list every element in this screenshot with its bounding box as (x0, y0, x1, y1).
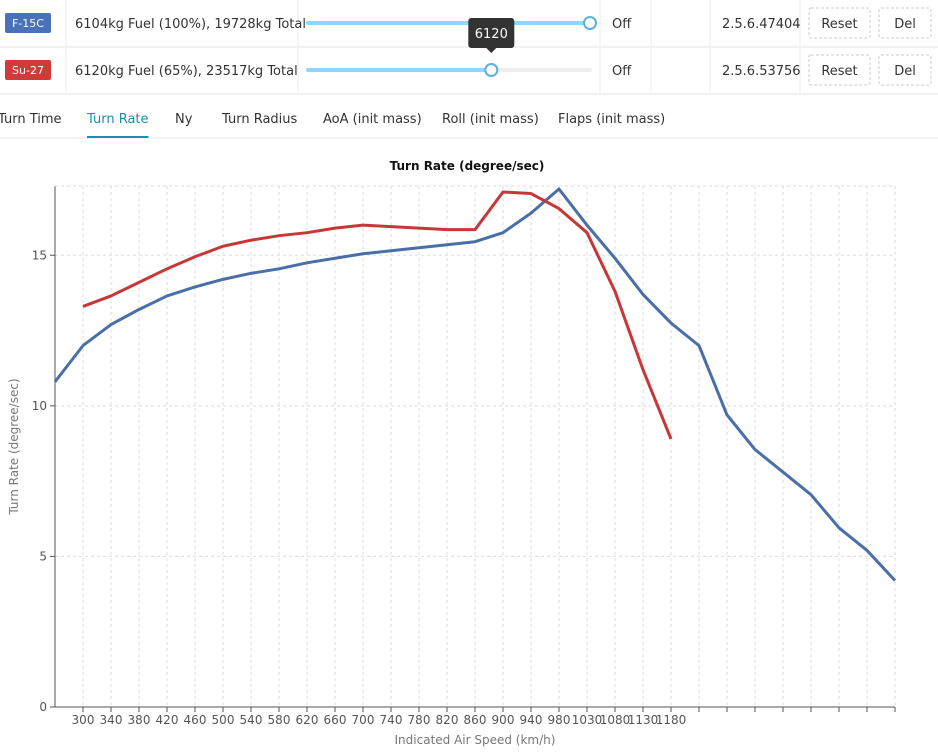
x-tick-label: 900 (492, 713, 515, 727)
badge[interactable] (5, 13, 51, 33)
tab[interactable]: Ny (175, 112, 193, 127)
version: 2.5.6.53756 (722, 64, 801, 79)
badge-label[interactable]: F-15C (12, 17, 44, 30)
delete-button[interactable] (878, 54, 932, 86)
tab[interactable]: Turn Radius (221, 112, 298, 127)
x-tick-label: 660 (324, 713, 347, 727)
x-tick-label: 620 (296, 713, 319, 727)
badge-label[interactable]: Su-27 (12, 64, 44, 77)
tab[interactable]: AoA (init mass) (323, 112, 422, 127)
chart-title: Turn Rate (degree/sec) (390, 159, 545, 173)
mode: Off (612, 17, 632, 32)
x-tick-label: 980 (548, 713, 571, 727)
x-tick-label: 1080 (600, 713, 631, 727)
reset-button[interactable] (808, 54, 871, 86)
tab[interactable]: Turn Rate (86, 112, 149, 127)
series-line (82, 190, 673, 440)
x-tick-label: 380 (128, 713, 151, 727)
tab[interactable]: Turn Time (0, 112, 62, 127)
tooltip-arrow (486, 48, 497, 53)
reset-button[interactable] (808, 7, 871, 39)
x-tick-label: 1180 (656, 713, 687, 727)
y-axis-label: Turn Rate (degree/sec) (7, 378, 21, 515)
x-axis-label: Indicated Air Speed (km/h) (395, 733, 556, 747)
series-line (53, 187, 897, 582)
x-tick-label: 700 (352, 713, 375, 727)
slider-handle[interactable] (484, 63, 499, 77)
delete-label[interactable]: Del (894, 17, 916, 32)
y-tick-label: 5 (39, 549, 47, 563)
reset-label[interactable]: Reset (821, 17, 857, 32)
tooltip-text: 6120 (475, 27, 508, 42)
x-tick-label: 460 (184, 713, 207, 727)
version: 2.5.6.47404 (722, 17, 801, 32)
x-tick-label: 420 (156, 713, 179, 727)
x-tick-label: 780 (408, 713, 431, 727)
tab[interactable]: Flaps (init mass) (558, 112, 665, 127)
y-tick-label: 0 (39, 700, 47, 714)
x-tick-label: 820 (436, 713, 459, 727)
description: 6120kg Fuel (65%), 23517kg Total (75, 64, 298, 79)
x-tick-label: 340 (100, 713, 123, 727)
x-tick-label: 740 (380, 713, 403, 727)
y-tick-label: 15 (32, 248, 47, 262)
tooltip (468, 18, 515, 48)
x-tick-label: 300 (72, 713, 95, 727)
x-tick-label: 940 (520, 713, 543, 727)
x-tick-label: 860 (464, 713, 487, 727)
x-tick-label: 500 (212, 713, 235, 727)
x-tick-label: 540 (240, 713, 263, 727)
delete-label[interactable]: Del (894, 64, 916, 79)
x-tick-label: 1130 (628, 713, 659, 727)
mode: Off (612, 64, 632, 79)
badge[interactable] (5, 60, 51, 80)
tab[interactable]: Roll (init mass) (442, 112, 539, 127)
reset-label[interactable]: Reset (821, 64, 857, 79)
y-tick-label: 10 (32, 399, 47, 413)
description: 6104kg Fuel (100%), 19728kg Total (75, 17, 306, 32)
x-tick-label: 1030 (572, 713, 603, 727)
x-tick-label: 580 (268, 713, 291, 727)
delete-button[interactable] (878, 7, 932, 39)
slider-handle[interactable] (583, 16, 597, 30)
